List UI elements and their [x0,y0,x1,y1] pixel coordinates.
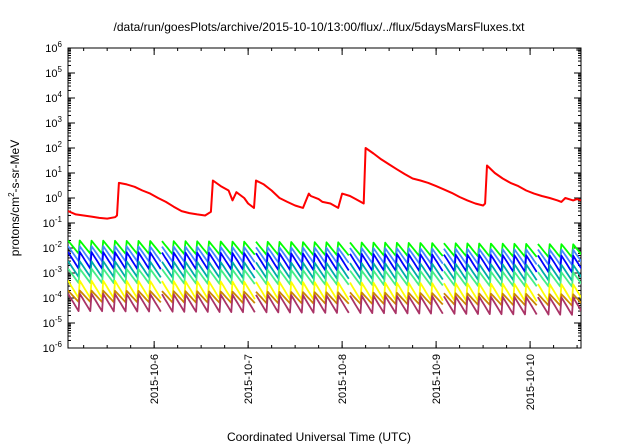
series-line-7 [443,282,538,303]
y-tick-exp: -2 [55,240,63,249]
y-tick-exp: -1 [55,215,63,224]
y-tick-label: 10-2 [43,240,63,255]
y-axis-label-sup: 2 [7,192,16,197]
y-tick-exp: -6 [55,340,63,349]
y-tick-base: 10 [45,118,57,130]
y-tick-exp: 2 [58,140,63,149]
series-line-7 [537,283,581,303]
series-line-6 [443,270,538,288]
y-tick-label: 106 [45,40,62,55]
y-tick-label: 10-5 [43,315,63,330]
y-axis-label-suffix: -s-sr-MeV [8,140,22,193]
x-tick-label: 2015-10-7 [243,354,255,404]
series-line-4 [255,252,350,272]
x-tick-label: 2015-10-10 [525,354,537,410]
y-tick-base: 10 [43,268,55,280]
y-tick-label: 10-6 [43,340,63,355]
x-tick-label: 2015-10-9 [431,354,443,404]
series-line-9 [68,292,162,313]
series-line-4 [349,253,444,272]
series-line-9 [255,294,350,314]
y-tick-label: 100 [45,190,62,205]
series-line-6 [537,271,581,288]
y-tick-label: 104 [45,90,62,105]
series-layer [68,147,581,316]
y-tick-exp: -5 [55,315,63,324]
y-tick-base: 10 [45,168,57,180]
y-axis-label: protons/cm2-s-sr-MeV [7,140,22,256]
y-tick-label: 10-1 [43,215,63,230]
series-line-9 [349,294,444,315]
y-tick-exp: 0 [58,190,63,199]
y-tick-label: 10-3 [43,265,63,280]
y-tick-exp: 4 [58,90,63,99]
x-tick-label: 2015-10-6 [149,354,161,404]
y-tick-base: 10 [45,193,57,205]
x-axis-label: Coordinated Universal Time (UTC) [227,430,411,444]
y-tick-base: 10 [45,43,57,55]
y-tick-exp: -3 [55,265,63,274]
series-line-7 [349,281,444,302]
y-tick-base: 10 [43,318,55,330]
chart-title: /data/run/goesPlots/archive/2015-10-10/1… [114,20,526,34]
series-line-4 [161,251,256,271]
y-tick-base: 10 [45,143,57,155]
series-line-6 [68,267,162,285]
series-line-4 [68,251,162,270]
y-axis-label-prefix: protons/cm [8,197,22,256]
y-tick-base: 10 [45,93,57,105]
y-tick-exp: 5 [58,65,63,74]
y-tick-base: 10 [43,343,55,355]
series-line-7 [255,281,350,301]
y-tick-exp: 6 [58,40,63,49]
y-tick-base: 10 [45,68,57,80]
y-tick-label: 101 [45,165,62,180]
series-line-7 [68,279,162,300]
y-tick-exp: 1 [58,165,63,174]
y-tick-exp: -4 [55,290,63,299]
series-line-4 [443,253,538,273]
series-line-6 [255,269,350,286]
series-line-4 [537,254,581,274]
y-axis: 10-610-510-410-310-210-11001011021031041… [43,40,581,355]
series-line-6 [349,269,444,287]
series-line-9 [537,296,581,316]
y-tick-base: 10 [43,218,55,230]
y-tick-label: 105 [45,65,62,80]
series-line-7 [161,280,256,300]
series-line-6 [161,268,256,285]
y-tick-label: 103 [45,115,62,130]
y-tick-label: 102 [45,140,62,155]
series-line-9 [161,293,256,314]
x-tick-label: 2015-10-8 [337,354,349,404]
x-axis: 2015-10-6 2015-10-7 2015-10-8 2015-10-9 2015… [83,48,578,410]
series-line-9 [443,295,538,316]
y-tick-label: 10-4 [43,290,63,305]
y-tick-base: 10 [43,243,55,255]
y-tick-base: 10 [43,293,55,305]
y-tick-exp: 3 [58,115,63,124]
series-line-1 [68,147,581,220]
